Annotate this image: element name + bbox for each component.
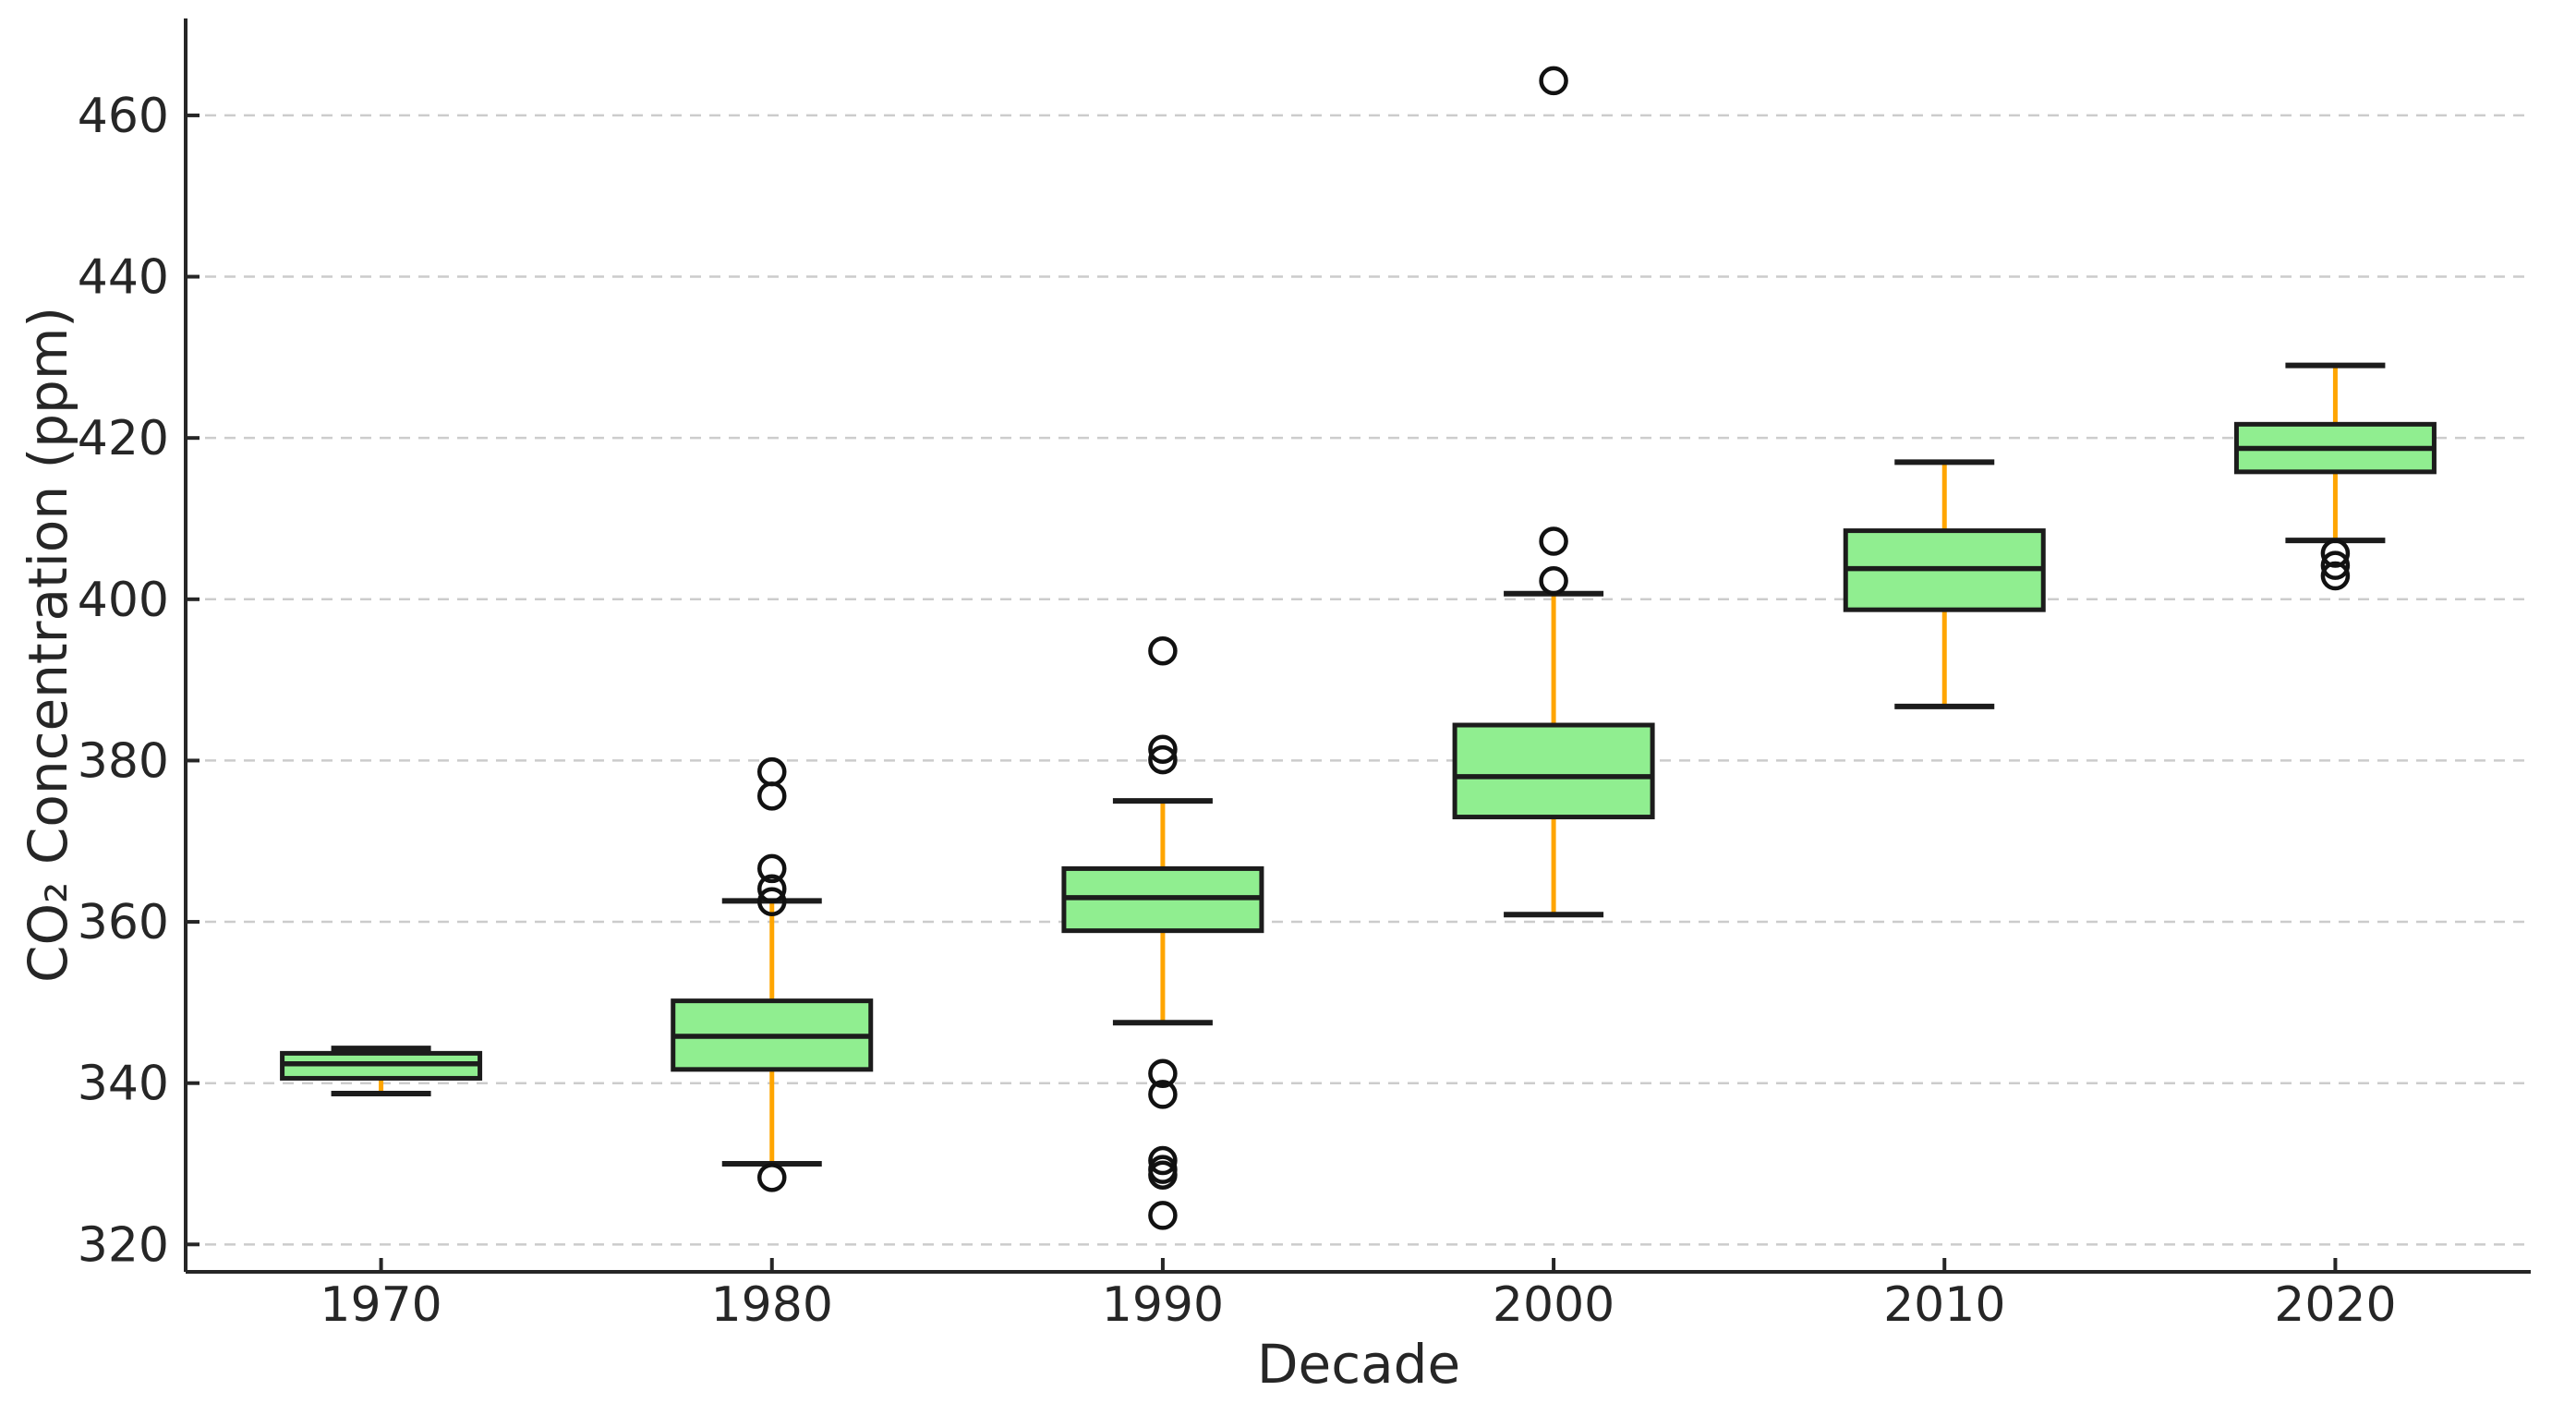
outlier-1990 [1148, 1160, 1178, 1190]
x-tick-label-1980: 1980 [711, 1277, 833, 1333]
y-tick-label-340: 340 [78, 1057, 169, 1112]
y-tick-label-360: 360 [78, 895, 169, 950]
outlier-1980 [757, 756, 787, 787]
boxplot-1970 [280, 1046, 483, 1097]
outlier-1980 [757, 1163, 787, 1192]
axes: 320 340 360 380 400 420 440 460 1970 1980 1990 2000… [78, 18, 2531, 1333]
y-axis-label: CO₂ Concentration (ppm) [17, 307, 79, 983]
y-tick-label-460: 460 [78, 89, 169, 144]
outlier-1980 [757, 853, 787, 884]
axis-labels: Decade CO₂ Concentration (ppm) [17, 307, 1460, 1396]
box-series [280, 66, 2437, 1230]
y-tick-label-380: 380 [78, 733, 169, 789]
boxplot-1980 [671, 756, 874, 1192]
gridlines [186, 114, 2531, 1246]
boxplot-2020 [2233, 362, 2437, 591]
x-axis-label: Decade [1257, 1333, 1460, 1396]
x-tick-label-2010: 2010 [1883, 1277, 2005, 1333]
outlier-1990 [1148, 1058, 1178, 1088]
outlier-1990 [1148, 1145, 1178, 1176]
outlier-1980 [757, 887, 787, 916]
outlier-1980 [757, 874, 787, 904]
outlier-2020 [2320, 550, 2351, 580]
y-tick-label-320: 320 [78, 1217, 169, 1273]
y-tick-label-400: 400 [78, 573, 169, 628]
outlier-2000 [1539, 66, 1568, 96]
x-tick-label-1990: 1990 [1102, 1277, 1224, 1333]
boxplot-1990 [1061, 635, 1264, 1230]
outlier-2000 [1539, 526, 1568, 556]
outlier-1990 [1148, 1201, 1178, 1230]
outlier-1990 [1148, 734, 1178, 764]
boxplot-2010 [1843, 459, 2046, 709]
outlier-1990 [1148, 1080, 1178, 1109]
outlier-1990 [1148, 744, 1178, 775]
y-tick-label-420: 420 [78, 411, 169, 466]
y-tick-label-440: 440 [78, 250, 169, 306]
outlier-2020 [2320, 538, 2351, 568]
x-tick-label-2020: 2020 [2274, 1277, 2396, 1333]
outlier-2020 [2320, 561, 2351, 591]
boxplot-2000 [1452, 66, 1655, 918]
x-tick-label-2000: 2000 [1493, 1277, 1615, 1333]
outlier-1990 [1148, 635, 1178, 666]
x-tick-label-1970: 1970 [320, 1277, 441, 1333]
outlier-2000 [1539, 565, 1568, 596]
outlier-1980 [757, 781, 787, 811]
iqr-box-2000 [1452, 722, 1655, 820]
